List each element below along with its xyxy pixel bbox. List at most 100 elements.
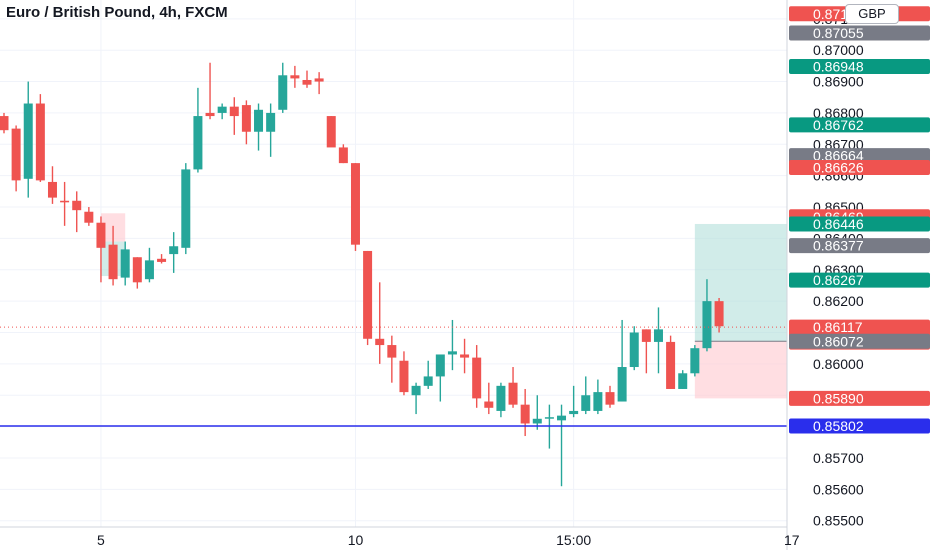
candle	[532, 418, 542, 424]
candle	[60, 200, 70, 203]
candle	[157, 258, 167, 262]
price-label-text: 0.86446	[813, 216, 864, 232]
candle	[0, 116, 9, 131]
candle	[387, 345, 397, 358]
currency-selector[interactable]: GBP	[845, 4, 899, 24]
candle	[678, 373, 688, 389]
candle	[690, 348, 700, 374]
candle	[229, 106, 239, 117]
candle	[605, 392, 615, 405]
price-label-text: 0.86664	[813, 148, 864, 164]
candle	[266, 112, 276, 132]
candle	[423, 376, 433, 386]
candle	[557, 415, 567, 421]
price-label-text: 0.86072	[813, 333, 864, 349]
candle	[593, 392, 603, 411]
candle	[193, 116, 203, 170]
time-axis-background	[0, 527, 787, 550]
price-label-tag	[789, 238, 930, 254]
price-tick-label: 0.85600	[813, 481, 864, 497]
candle	[84, 211, 94, 223]
price-tick-label: 0.87000	[813, 42, 864, 58]
price-label-tag	[789, 160, 930, 176]
candle	[350, 163, 360, 245]
candle	[302, 79, 312, 85]
candle	[314, 78, 324, 82]
price-label-text: 0.86267	[813, 272, 864, 288]
candle	[496, 385, 506, 411]
position-loss-zone	[694, 341, 804, 399]
candle	[520, 404, 530, 424]
candle	[72, 200, 82, 211]
candle	[666, 341, 676, 389]
time-tick-label: 10	[348, 532, 364, 548]
candle	[508, 382, 518, 405]
candle	[254, 109, 264, 132]
candle	[702, 301, 712, 349]
price-label-text: 0.86377	[813, 238, 864, 254]
candle	[47, 181, 57, 198]
candle	[435, 354, 445, 377]
price-label-text: 0.86762	[813, 117, 864, 133]
price-label-tag	[789, 25, 930, 41]
price-label-tag	[789, 333, 930, 349]
price-tick-label: 0.86200	[813, 293, 864, 309]
candle	[326, 116, 336, 148]
candle	[714, 301, 724, 327]
candle	[653, 329, 663, 342]
candle	[363, 250, 373, 339]
time-tick-label: 17	[784, 532, 800, 548]
candle	[278, 75, 288, 110]
price-tick-label: 0.86800	[813, 105, 864, 121]
candle	[375, 338, 385, 346]
price-label-text: 0.87055	[813, 25, 864, 41]
candle	[23, 103, 33, 179]
candle	[399, 360, 409, 393]
candle	[108, 244, 118, 280]
price-label-tag	[789, 390, 930, 406]
chart-title: Euro / British Pound, 4h, FXCM	[6, 4, 228, 21]
price-tick-label: 0.86000	[813, 356, 864, 372]
price-label-text: 0.86948	[813, 59, 864, 75]
candle	[544, 417, 554, 419]
candle	[132, 257, 142, 283]
candle	[484, 401, 494, 408]
price-label-text: 0.85890	[813, 390, 864, 406]
candle	[11, 128, 21, 181]
candle	[641, 329, 651, 342]
price-label-tag	[789, 148, 930, 164]
candle	[205, 112, 215, 117]
price-tick-label: 0.85500	[813, 513, 864, 529]
candle	[629, 332, 639, 368]
candle	[144, 260, 154, 280]
candle	[338, 147, 348, 164]
price-label-tag	[789, 59, 930, 75]
candle	[169, 246, 179, 255]
price-label-tag	[789, 216, 930, 232]
candle	[617, 367, 627, 402]
price-label-tag	[789, 272, 930, 288]
price-tick-label: 0.85700	[813, 450, 864, 466]
candle	[290, 75, 300, 79]
price-label-text: 0.85802	[813, 418, 864, 434]
price-label-text: 0.86626	[813, 160, 864, 176]
candle	[35, 103, 45, 181]
candle	[569, 410, 579, 415]
candle	[411, 385, 421, 396]
candle	[472, 357, 482, 399]
candle	[120, 249, 130, 278]
price-tick-label: 0.86900	[813, 74, 864, 90]
position-profit-zone	[694, 223, 804, 342]
candle	[581, 395, 591, 411]
candle	[460, 354, 470, 358]
candle	[217, 106, 227, 113]
price-label-tag	[789, 418, 930, 434]
price-label-tag	[789, 117, 930, 133]
candle	[241, 105, 251, 132]
candle	[447, 351, 457, 355]
time-tick-label: 5	[97, 532, 105, 548]
price-label-text: 0.86117	[813, 319, 863, 335]
candle	[96, 222, 106, 248]
time-tick-label: 15:00	[556, 532, 591, 548]
